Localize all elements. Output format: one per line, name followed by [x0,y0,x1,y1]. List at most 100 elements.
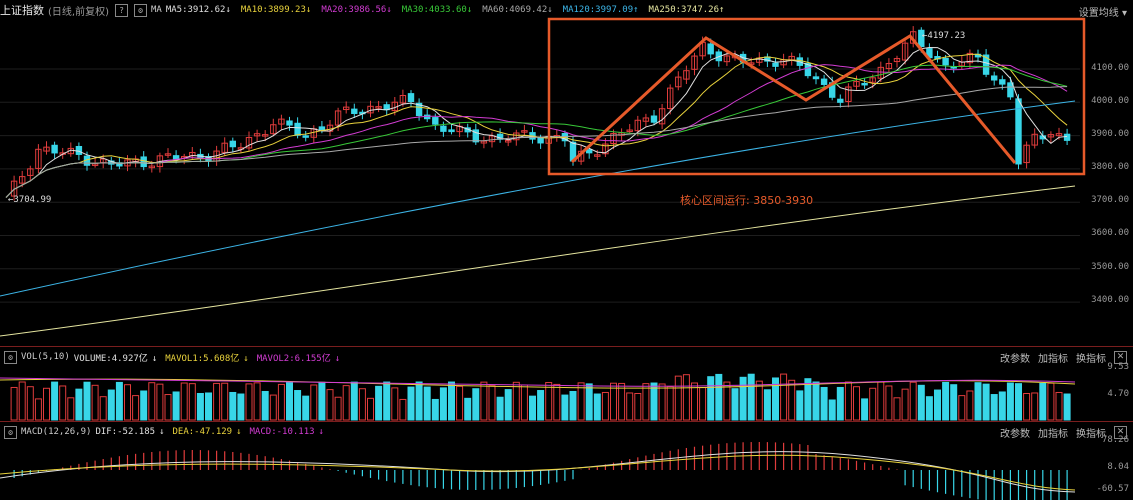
index-name[interactable]: 上证指数 [0,4,44,17]
volume-bar [934,389,941,421]
volume-bar [869,387,877,421]
vol-name[interactable]: VOL(5,10) [21,352,70,362]
volume-bar [269,394,277,421]
settings-icon[interactable]: ⚙ [4,350,17,364]
ma-indicator: MA60:4069.42↓ [482,5,553,15]
volume-bar [261,390,269,421]
candle-body [586,149,593,154]
volume-bar [59,385,67,421]
vol-axis-low: 4.70 [1107,389,1129,399]
vol-add-indicator-button[interactable]: 加指标 [1038,354,1068,365]
candle-body [658,108,666,125]
high-price-label: ←4197.23 [922,31,966,41]
volume-bar [577,382,585,421]
trend-arrow-icon: ↓ [466,5,473,15]
volume-bar [26,386,34,421]
candle-body [415,102,423,117]
volume-bar [674,375,682,421]
candle-body [804,62,812,77]
vol-header: ⚙ VOL(5,10) VOLUME:4.927亿 ↓ MAVOL1:5.608亿… [0,347,348,367]
candle-body [885,63,893,70]
candle-body [675,76,682,88]
volume-bar [909,381,917,421]
candle-body [472,129,480,143]
candle-body [1023,144,1030,164]
volume-bar [99,396,107,421]
ma120-line [0,100,1076,297]
macd-change-params-button[interactable]: 改参数 [1000,429,1030,440]
volume-bar [286,382,293,421]
help-icon[interactable]: ? [114,3,128,17]
volume-bar [982,383,990,421]
settings-icon[interactable]: ⚙ [4,425,17,439]
ma-settings-button[interactable]: 设置均线 ▾ [1078,8,1127,19]
vol-switch-indicator-button[interactable]: 换指标 [1076,354,1106,365]
candle-body [707,43,714,55]
macd-switch-indicator-button[interactable]: 换指标 [1076,429,1106,440]
candle-body [594,154,601,157]
volume-bar [820,386,828,421]
volume-bar [1015,383,1022,421]
gear-icon[interactable]: ⚙ [133,3,147,17]
candle-body [43,146,50,152]
volume-bar [375,385,383,421]
volume-bar [893,397,901,421]
ma-indicator: MA30:4033.60↓ [401,5,473,15]
volume-bar [974,382,982,421]
volume-bar [496,396,504,421]
candle-body [869,77,876,83]
volume-bar [836,386,844,421]
volume-bar [448,381,455,421]
candle-body [221,142,228,153]
candle-body [407,93,415,103]
vol-change-params-button[interactable]: 改参数 [1000,354,1030,365]
volume-bar [504,389,512,421]
volume-bar [423,386,431,421]
volume-bar [367,397,374,421]
candle-body [294,122,301,136]
candle-body [432,117,439,125]
candle-body [683,70,690,80]
macd-axis-low: -60.57 [1096,484,1129,494]
volume-bar [1006,382,1014,421]
vol-mavol2: MAVOL2:6.155亿 ↓ [256,353,341,364]
volume-bar [180,382,188,421]
volume-bar [334,396,342,421]
volume-bar [302,395,310,421]
volume-bar [1023,393,1031,421]
volume-bar [601,391,609,421]
volume-bar [707,376,715,421]
volume-bar [1055,391,1063,421]
volume-bar [415,381,423,421]
volume-bar [520,384,528,421]
volume-bar [91,384,99,421]
period-label[interactable]: (日线,前复权) [48,6,109,18]
volume-bar [1039,382,1047,421]
close-icon[interactable]: ✕ [1114,426,1127,439]
macd-name[interactable]: MACD(12,26,9) [21,427,92,437]
volume-bar [221,382,229,421]
volume-bar [990,394,998,421]
volume-bar [691,382,698,421]
ma-line [5,64,1068,198]
volume-bar [650,382,658,421]
candle-body [172,155,180,160]
volume-bar [188,383,196,421]
ma-indicator: MA120:3997.09↑ [562,5,639,15]
volume-bar [545,382,553,421]
volume-bar [107,389,115,421]
candle-body [642,117,650,122]
vol-volume: VOLUME:4.927亿 ↓ [73,353,158,364]
volume-bar [755,380,763,421]
volume-bar [472,388,480,421]
macd-add-indicator-button[interactable]: 加指标 [1038,429,1068,440]
chevron-down-icon: ▾ [1121,8,1127,19]
volume-bar [699,387,707,421]
macd-tools: 改参数 加指标 换指标 ✕ [1000,425,1127,440]
close-icon[interactable]: ✕ [1114,351,1127,364]
candle-body [262,134,269,137]
volume-bar [512,381,520,421]
price-axis-label: 3800.00 [1091,162,1129,172]
volume-bar [237,393,245,421]
